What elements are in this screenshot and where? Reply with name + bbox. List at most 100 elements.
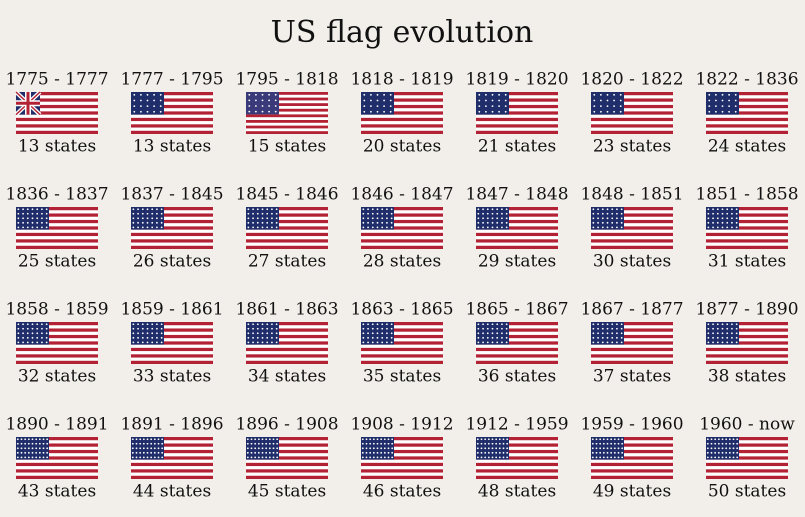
stripe <box>361 469 443 473</box>
star <box>135 438 138 441</box>
star <box>132 208 135 211</box>
star <box>157 456 160 459</box>
star <box>369 456 372 459</box>
states-label: 37 states <box>593 367 671 387</box>
star <box>146 332 149 335</box>
stripe <box>706 449 788 454</box>
flag <box>131 322 213 364</box>
star <box>17 323 20 326</box>
flag <box>591 207 673 249</box>
star <box>261 221 264 224</box>
star <box>386 336 388 339</box>
star <box>146 336 149 339</box>
flag <box>361 207 443 249</box>
star <box>606 208 609 211</box>
period-label: 1863 - 1865 <box>350 300 453 320</box>
stripe <box>706 239 788 243</box>
star <box>31 208 34 211</box>
star <box>146 221 149 224</box>
flag <box>706 92 788 134</box>
star <box>246 438 249 441</box>
star <box>146 208 149 211</box>
star <box>735 217 738 220</box>
stripe <box>361 456 443 460</box>
star <box>271 341 273 344</box>
stripe <box>476 328 558 332</box>
star <box>261 327 264 330</box>
star <box>484 438 487 441</box>
star <box>477 327 480 330</box>
star <box>362 332 365 335</box>
stripe <box>706 475 788 479</box>
star <box>252 208 254 211</box>
star <box>710 456 713 459</box>
states-label: 46 states <box>363 482 441 502</box>
star <box>261 456 264 459</box>
stripe <box>131 219 213 224</box>
star <box>159 105 162 108</box>
star <box>157 442 160 445</box>
star <box>610 451 613 454</box>
star <box>141 323 144 326</box>
period-label: 1775 - 1777 <box>5 70 108 90</box>
star <box>27 447 30 450</box>
star <box>268 447 271 450</box>
star <box>716 332 719 335</box>
star <box>616 212 618 215</box>
star <box>22 336 24 339</box>
star <box>272 451 275 454</box>
star <box>161 447 164 450</box>
star <box>151 226 154 229</box>
star <box>252 212 254 215</box>
star <box>486 323 489 326</box>
stripe <box>16 334 98 339</box>
star <box>606 332 609 335</box>
star <box>31 456 34 459</box>
star <box>255 93 257 96</box>
star <box>17 226 20 229</box>
stripe <box>476 117 558 122</box>
star <box>716 208 719 211</box>
star <box>45 212 48 215</box>
star <box>367 221 369 224</box>
star <box>487 451 490 454</box>
star <box>734 110 737 113</box>
star <box>476 451 479 454</box>
star <box>153 456 156 459</box>
star <box>266 327 269 330</box>
stripe <box>131 456 213 460</box>
star <box>501 341 503 344</box>
star <box>597 221 599 224</box>
star <box>721 438 724 441</box>
stripe <box>16 360 98 364</box>
period-label: 1795 - 1818 <box>235 70 338 90</box>
stripe <box>16 475 98 479</box>
period-label: 1822 - 1836 <box>695 70 798 90</box>
star <box>386 208 388 211</box>
star <box>620 336 623 339</box>
star <box>599 447 602 450</box>
star <box>26 336 29 339</box>
stripe <box>246 108 328 112</box>
star <box>17 208 20 211</box>
stripe <box>706 213 788 217</box>
star <box>505 226 508 229</box>
stripe <box>246 245 328 249</box>
star <box>480 442 483 445</box>
star <box>613 93 615 96</box>
star <box>386 332 388 335</box>
star <box>595 438 598 441</box>
stripe <box>246 443 328 447</box>
star <box>725 438 728 441</box>
star <box>480 451 483 454</box>
star <box>265 456 268 459</box>
star <box>363 99 366 102</box>
star <box>137 208 139 211</box>
star <box>619 105 622 108</box>
star <box>261 212 264 215</box>
star <box>712 221 714 224</box>
star <box>477 217 480 220</box>
stripe <box>246 213 328 217</box>
star <box>36 336 39 339</box>
star <box>721 221 724 224</box>
